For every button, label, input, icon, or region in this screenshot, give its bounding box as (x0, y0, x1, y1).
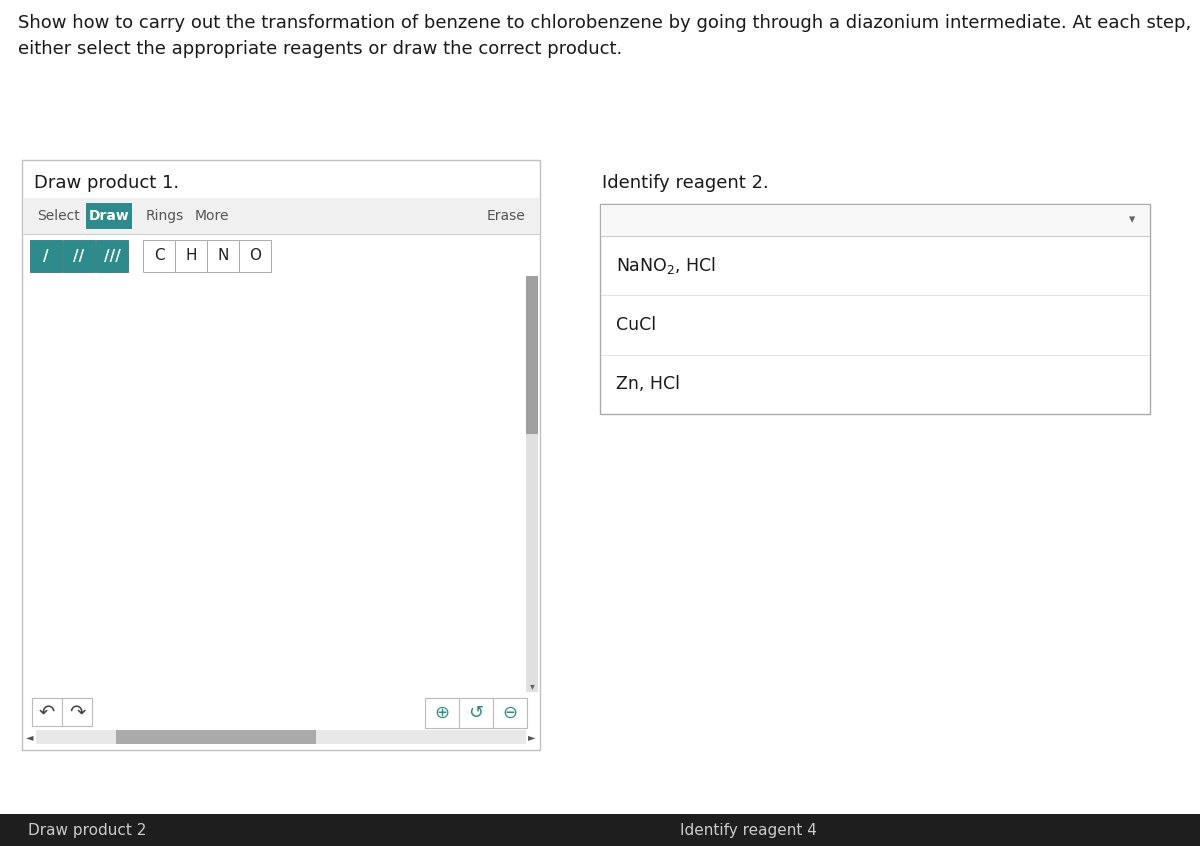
Bar (143, 240, 175, 272)
Text: H: H (185, 249, 197, 263)
Text: N: N (217, 249, 229, 263)
Text: ▾: ▾ (529, 681, 534, 691)
Bar (526, 276, 538, 434)
Bar (600, 204, 1150, 414)
Text: Erase: Erase (487, 209, 526, 223)
Bar (0, 814, 1200, 846)
Text: ▾: ▾ (1129, 213, 1135, 227)
Bar (86, 203, 132, 229)
Text: Draw product 1.: Draw product 1. (34, 174, 179, 192)
Text: CuCl: CuCl (616, 316, 656, 334)
Bar (62, 698, 92, 726)
Bar (22, 160, 540, 750)
Bar (175, 240, 208, 272)
Bar (425, 698, 527, 728)
Text: ↺: ↺ (468, 704, 484, 722)
Text: //: // (73, 249, 85, 263)
Text: ///: /// (103, 249, 120, 263)
Text: Select: Select (37, 209, 79, 223)
Text: O: O (250, 249, 262, 263)
Text: Draw: Draw (89, 209, 130, 223)
Text: NaNO$_2$, HCl: NaNO$_2$, HCl (616, 255, 716, 276)
Text: Show how to carry out the transformation of benzene to chlorobenzene by going th: Show how to carry out the transformation… (18, 14, 1192, 32)
Bar (208, 240, 239, 272)
Text: ►: ► (528, 732, 535, 742)
Text: /: / (43, 249, 49, 263)
Bar (526, 276, 538, 692)
Text: Rings: Rings (146, 209, 184, 223)
Bar (96, 240, 128, 272)
Bar (30, 240, 62, 272)
Text: Identify reagent 4: Identify reagent 4 (680, 822, 817, 838)
Bar (601, 205, 1150, 236)
Text: ↷: ↷ (68, 702, 85, 722)
Text: ↶: ↶ (38, 702, 55, 722)
Text: Draw product 2: Draw product 2 (28, 822, 146, 838)
Text: ⊖: ⊖ (503, 704, 517, 722)
Bar (23, 198, 539, 234)
Bar (32, 698, 62, 726)
Text: ◄: ◄ (26, 732, 34, 742)
Bar (116, 730, 316, 744)
Text: C: C (154, 249, 164, 263)
Text: Zn, HCl: Zn, HCl (616, 376, 680, 393)
Text: either select the appropriate reagents or draw the correct product.: either select the appropriate reagents o… (18, 40, 623, 58)
Text: Identify reagent 2.: Identify reagent 2. (602, 174, 769, 192)
Bar (64, 240, 95, 272)
Text: ⊕: ⊕ (434, 704, 450, 722)
Text: More: More (194, 209, 229, 223)
Bar (36, 730, 526, 744)
Bar (239, 240, 271, 272)
